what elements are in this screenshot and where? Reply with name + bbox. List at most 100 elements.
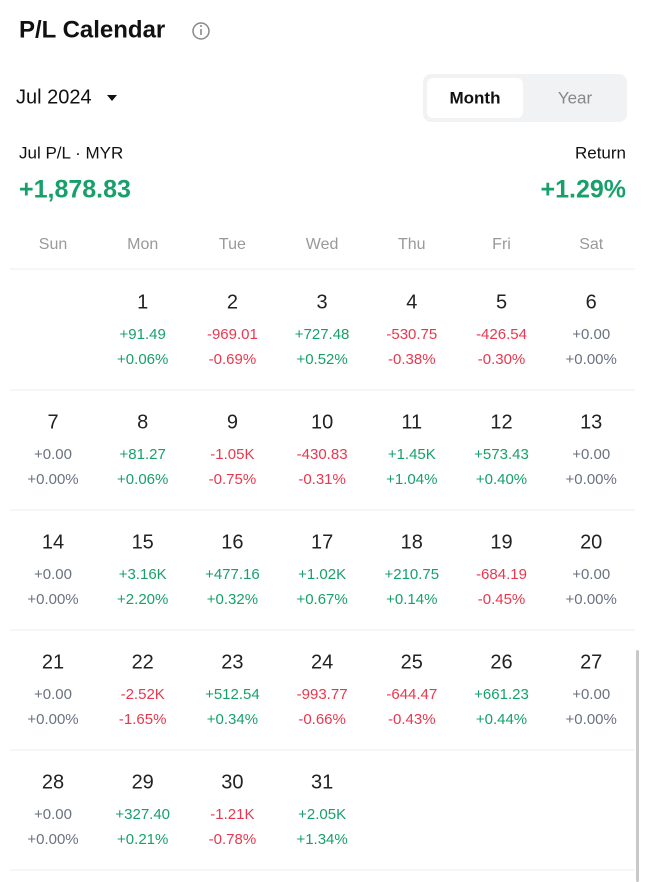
month-selector[interactable]: Jul 2024: [16, 86, 92, 108]
tab[interactable]: Month: [450, 88, 501, 107]
weekday: Sun: [39, 236, 67, 253]
day-pl: -1.05K: [210, 446, 254, 463]
day-pl: -530.75: [386, 326, 437, 343]
title: P/L Calendar: [19, 16, 165, 43]
day-number: 15: [132, 531, 154, 553]
day-pct: +0.40%: [476, 471, 527, 488]
day-number: 19: [490, 531, 512, 553]
day-pct: +0.52%: [296, 351, 347, 368]
day-number: 7: [47, 411, 58, 433]
return-value: +1.29%: [541, 176, 627, 204]
day-pl: +0.00: [572, 566, 610, 583]
day-pct: +0.00%: [27, 591, 78, 608]
day-pl: +3.16K: [119, 566, 167, 583]
day-number: 3: [317, 291, 328, 313]
day-pl: +91.49: [120, 326, 166, 343]
day-pct: -0.69%: [209, 351, 257, 368]
weekday: Tue: [219, 236, 246, 253]
scrollbar: [636, 650, 639, 882]
day-pl: +1.02K: [298, 566, 346, 583]
day-number: 5: [496, 291, 507, 313]
day-pct: +0.00%: [566, 711, 617, 728]
day-pl: -426.54: [476, 326, 527, 343]
day-number: 25: [401, 651, 423, 673]
active-tab-bg: [427, 78, 523, 118]
day-number: 6: [586, 291, 597, 313]
day-pct: -0.30%: [478, 351, 526, 368]
day-number: 24: [311, 651, 333, 673]
day-pct: -0.75%: [209, 471, 257, 488]
day-pl: +0.00: [34, 806, 72, 823]
day-pct: +0.00%: [566, 351, 617, 368]
day-pct: +1.04%: [386, 471, 437, 488]
day-pct: +1.34%: [296, 831, 347, 848]
day-number: 14: [42, 531, 64, 553]
day-pl: +0.00: [572, 326, 610, 343]
return-label: Return: [575, 143, 626, 162]
day-pl: -1.21K: [210, 806, 254, 823]
day-pl: +2.05K: [298, 806, 346, 823]
day-pct: +0.44%: [476, 711, 527, 728]
day-pl: -684.19: [476, 566, 527, 583]
day-number: 1: [137, 291, 148, 313]
day-number: 16: [221, 531, 243, 553]
day-number: 2: [227, 291, 238, 313]
day-pl: +0.00: [34, 446, 72, 463]
day-pl: +0.00: [572, 446, 610, 463]
weekday: Mon: [127, 236, 158, 253]
day-number: 12: [490, 411, 512, 433]
info-icon[interactable]: [192, 22, 210, 40]
day-pct: +2.20%: [117, 591, 168, 608]
day-number: 18: [401, 531, 423, 553]
summary-value: +1,878.83: [19, 176, 131, 204]
tab[interactable]: Year: [558, 88, 593, 107]
weekday: Fri: [492, 236, 511, 253]
day-number: 11: [401, 411, 422, 433]
day-pl: +477.16: [205, 566, 260, 583]
day-pct: +0.00%: [27, 831, 78, 848]
day-pct: +0.34%: [207, 711, 258, 728]
day-pl: +0.00: [34, 686, 72, 703]
weekday: Wed: [306, 236, 339, 253]
day-pl: +1.45K: [388, 446, 436, 463]
day-pl: +512.54: [205, 686, 260, 703]
day-number: 29: [132, 771, 154, 793]
day-pct: -0.43%: [388, 711, 436, 728]
day-pl: +0.00: [34, 566, 72, 583]
day-pct: -0.31%: [298, 471, 346, 488]
day-number: 28: [42, 771, 64, 793]
dropdown-arrow[interactable]: [107, 95, 117, 101]
summary-label: Jul P/L · MYR: [19, 143, 123, 162]
day-pl: +81.27: [120, 446, 166, 463]
day-pl: +327.40: [115, 806, 170, 823]
day-pl: -644.47: [386, 686, 437, 703]
day-number: 31: [311, 771, 333, 793]
day-pct: +0.00%: [27, 471, 78, 488]
day-number: 21: [42, 651, 64, 673]
day-pl: +0.00: [572, 686, 610, 703]
day-number: 23: [221, 651, 243, 673]
day-pct: -0.66%: [298, 711, 346, 728]
day-number: 8: [137, 411, 148, 433]
day-pl: -993.77: [297, 686, 348, 703]
day-pct: +0.06%: [117, 351, 168, 368]
day-pl: -2.52K: [121, 686, 165, 703]
day-pl: +573.43: [474, 446, 529, 463]
day-pct: -1.65%: [119, 711, 167, 728]
day-pct: +0.00%: [566, 591, 617, 608]
day-pct: +0.14%: [386, 591, 437, 608]
day-number: 13: [580, 411, 602, 433]
day-pct: -0.78%: [209, 831, 257, 848]
day-pct: +0.32%: [207, 591, 258, 608]
day-pct: -0.38%: [388, 351, 436, 368]
day-pl: +661.23: [474, 686, 529, 703]
day-number: 27: [580, 651, 602, 673]
day-number: 26: [490, 651, 512, 673]
day-number: 9: [227, 411, 238, 433]
day-number: 22: [132, 651, 154, 673]
day-pl: +727.48: [295, 326, 350, 343]
day-number: 10: [311, 411, 333, 433]
weekday: Thu: [398, 236, 426, 253]
day-pct: +0.00%: [566, 471, 617, 488]
